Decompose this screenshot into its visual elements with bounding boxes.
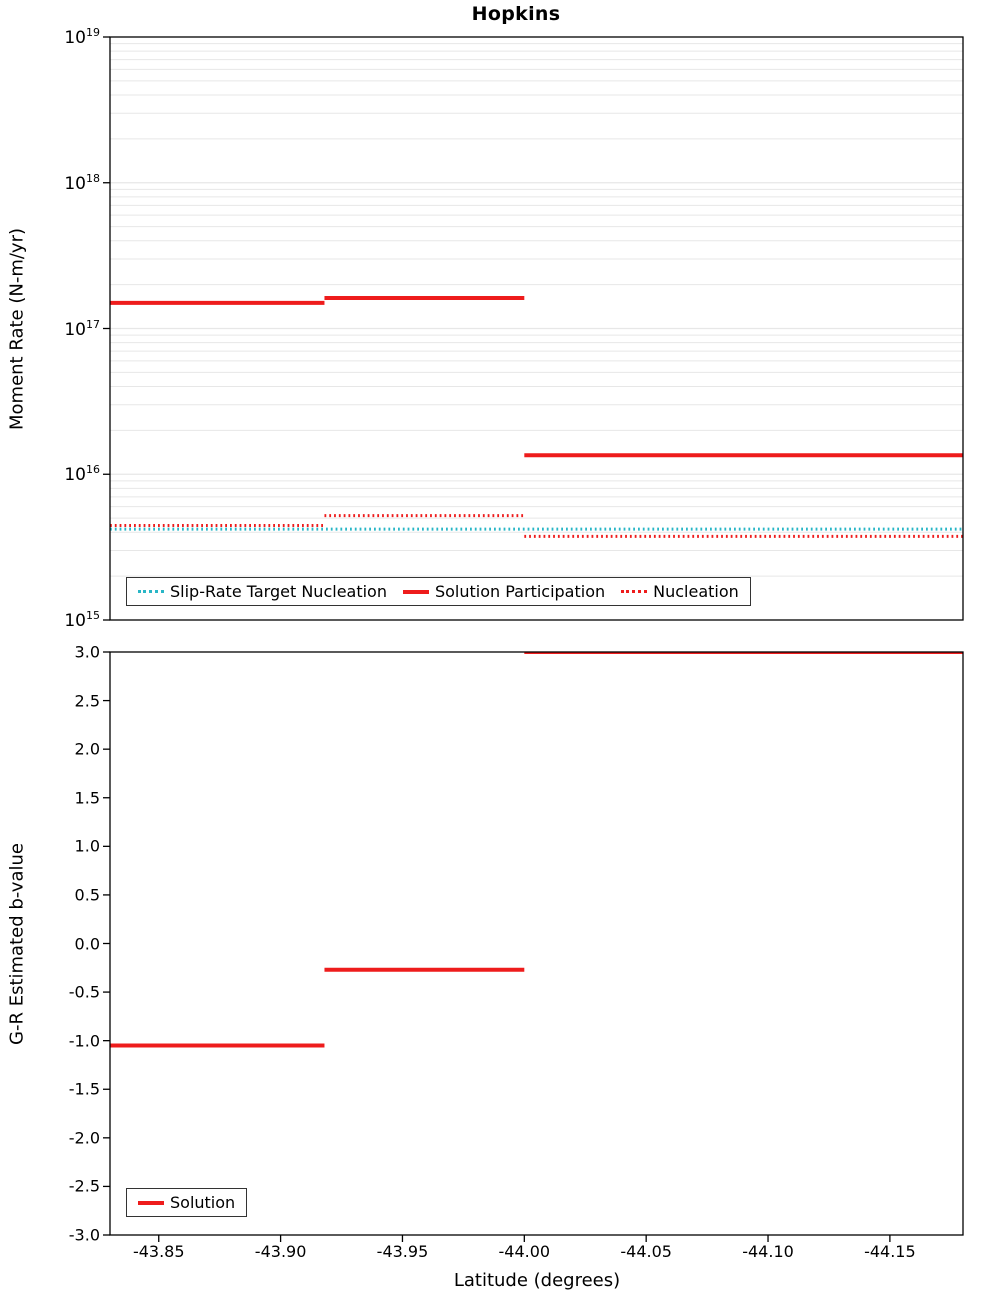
- series-layer: [110, 295, 963, 538]
- x-axis-title: Latitude (degrees): [453, 1270, 621, 1291]
- legend-item-solution: Solution: [138, 1193, 235, 1212]
- legend-item-solution-participation: Solution Participation: [402, 582, 606, 601]
- bottom-legend: Solution: [126, 1188, 248, 1217]
- top-legend: Slip-Rate Target Nucleation Solution Par…: [126, 577, 751, 606]
- legend-label: Solution: [170, 1193, 236, 1212]
- panel-background: [110, 652, 963, 1235]
- legend-item-slip-rate-target-nucleation: Slip-Rate Target Nucleation: [138, 582, 387, 601]
- chart-title: Hopkins: [471, 3, 561, 25]
- series-layer: [110, 652, 963, 1048]
- red-solid-line-sample-icon: [138, 1200, 164, 1205]
- red-solid-line-sample-icon: [402, 589, 429, 594]
- top-y-axis-title: Moment Rate (N-m/yr): [6, 228, 28, 430]
- legend-label: Nucleation: [653, 582, 739, 601]
- red-dotted-line-sample-icon: [621, 590, 648, 593]
- legend-label: Slip-Rate Target Nucleation: [170, 582, 387, 601]
- cyan-dotted-line-sample-icon: [138, 590, 164, 593]
- legend-item-nucleation: Nucleation: [621, 582, 739, 601]
- bottom-y-axis-title: G-R Estimated b-value: [6, 843, 28, 1045]
- legend-label: Solution Participation: [434, 582, 606, 601]
